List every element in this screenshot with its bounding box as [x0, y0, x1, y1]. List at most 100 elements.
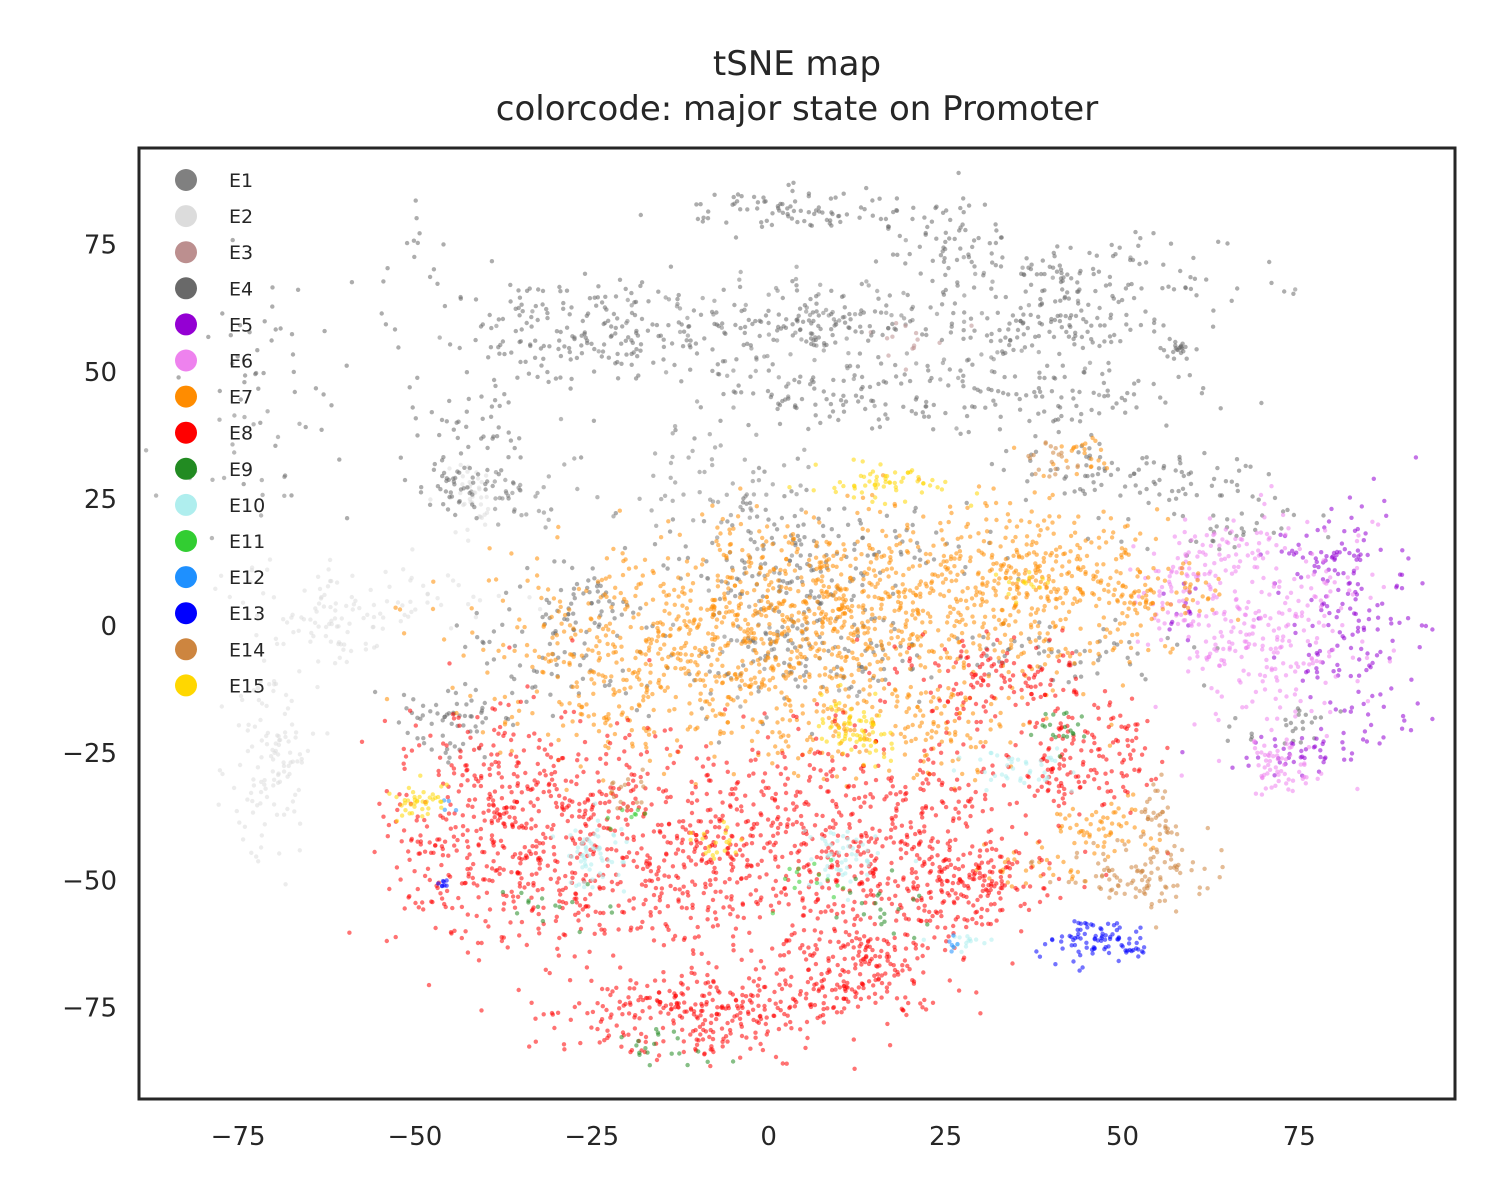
point-e4: [1078, 674, 1084, 679]
point-e6: [1260, 775, 1265, 781]
point-e4: [721, 391, 726, 397]
point-e7: [851, 679, 856, 685]
point-e4: [972, 264, 977, 269]
point-e4: [747, 500, 753, 506]
point-e2: [258, 679, 263, 684]
point-e7: [1114, 569, 1119, 574]
point-e7: [833, 729, 838, 734]
point-e1: [991, 357, 996, 362]
point-e4: [506, 455, 511, 460]
point-e7: [1003, 570, 1009, 576]
point-e7: [796, 756, 801, 761]
point-e2: [292, 809, 297, 814]
point-e4: [552, 559, 557, 564]
point-e7: [590, 669, 595, 674]
point-e7: [688, 659, 693, 664]
point-e4: [746, 529, 751, 534]
point-e4: [917, 699, 922, 704]
point-e7: [1074, 822, 1079, 828]
point-e7: [895, 634, 900, 640]
point-e7: [946, 686, 951, 691]
point-e6: [1314, 658, 1319, 664]
point-e6: [1213, 573, 1218, 578]
point-e3: [893, 321, 899, 326]
point-e4: [510, 690, 515, 696]
point-e6: [1282, 762, 1287, 767]
point-e6: [1221, 646, 1226, 652]
point-e6: [1306, 745, 1312, 750]
point-e4: [813, 402, 818, 407]
point-e6: [1365, 699, 1371, 704]
point-e7: [991, 607, 996, 612]
point-e7: [820, 620, 825, 625]
point-e6: [1262, 752, 1268, 758]
point-e2: [262, 822, 267, 827]
point-e7: [861, 577, 866, 582]
point-e1: [800, 623, 805, 628]
point-e6: [1162, 621, 1167, 626]
point-e4: [731, 389, 736, 394]
point-e7: [689, 711, 694, 716]
point-e7: [740, 547, 745, 553]
point-e4: [611, 311, 617, 317]
point-e4: [958, 225, 963, 230]
point-e4: [1235, 488, 1241, 494]
point-e6: [1251, 624, 1257, 629]
point-e1: [774, 338, 780, 343]
point-e6: [1267, 767, 1273, 772]
point-e7: [648, 641, 653, 646]
point-e6: [1350, 655, 1356, 660]
point-e7: [796, 589, 801, 594]
point-e5: [1345, 591, 1351, 596]
point-e7: [868, 684, 873, 689]
point-e6: [1260, 643, 1265, 648]
point-e7: [845, 493, 850, 498]
point-e4: [1029, 472, 1035, 477]
point-e7: [469, 606, 474, 611]
point-e7: [800, 703, 805, 708]
point-e4: [580, 318, 585, 324]
point-e7: [551, 596, 557, 601]
point-e4: [600, 349, 606, 354]
point-e4: [1015, 327, 1021, 333]
point-e4: [761, 195, 766, 200]
point-e7: [833, 619, 838, 624]
point-e5: [1402, 718, 1407, 723]
point-e4: [1241, 529, 1246, 535]
point-e4: [1065, 290, 1070, 295]
point-e4: [1267, 259, 1272, 265]
point-e4: [803, 685, 808, 690]
point-e4: [816, 313, 821, 318]
point-e7: [606, 712, 611, 717]
point-e7: [983, 501, 988, 506]
point-e4: [1033, 434, 1038, 439]
point-e1: [762, 666, 767, 672]
point-e4: [1095, 315, 1100, 321]
point-e7: [914, 585, 919, 591]
point-e7: [709, 647, 715, 653]
point-e4: [920, 332, 925, 337]
point-e1: [685, 333, 691, 338]
point-e7: [771, 586, 776, 591]
point-e2: [413, 607, 418, 612]
point-e4: [869, 426, 875, 431]
point-e4: [526, 371, 532, 376]
point-e6: [1264, 531, 1270, 537]
point-e2: [271, 802, 277, 807]
point-e4: [1291, 512, 1297, 518]
point-e7: [644, 745, 649, 750]
point-e7: [651, 621, 656, 626]
point-e4: [721, 287, 726, 292]
point-e4: [742, 566, 747, 571]
point-e7: [888, 558, 893, 563]
point-e4: [836, 214, 841, 219]
point-e4: [1096, 466, 1102, 471]
point-e4: [771, 337, 776, 342]
point-e7: [901, 572, 906, 578]
point-e1: [575, 486, 580, 492]
point-e5: [1394, 585, 1399, 590]
point-e4: [1107, 334, 1113, 339]
point-e5: [1389, 686, 1394, 691]
point-e4: [415, 240, 420, 246]
point-e7: [814, 566, 819, 572]
